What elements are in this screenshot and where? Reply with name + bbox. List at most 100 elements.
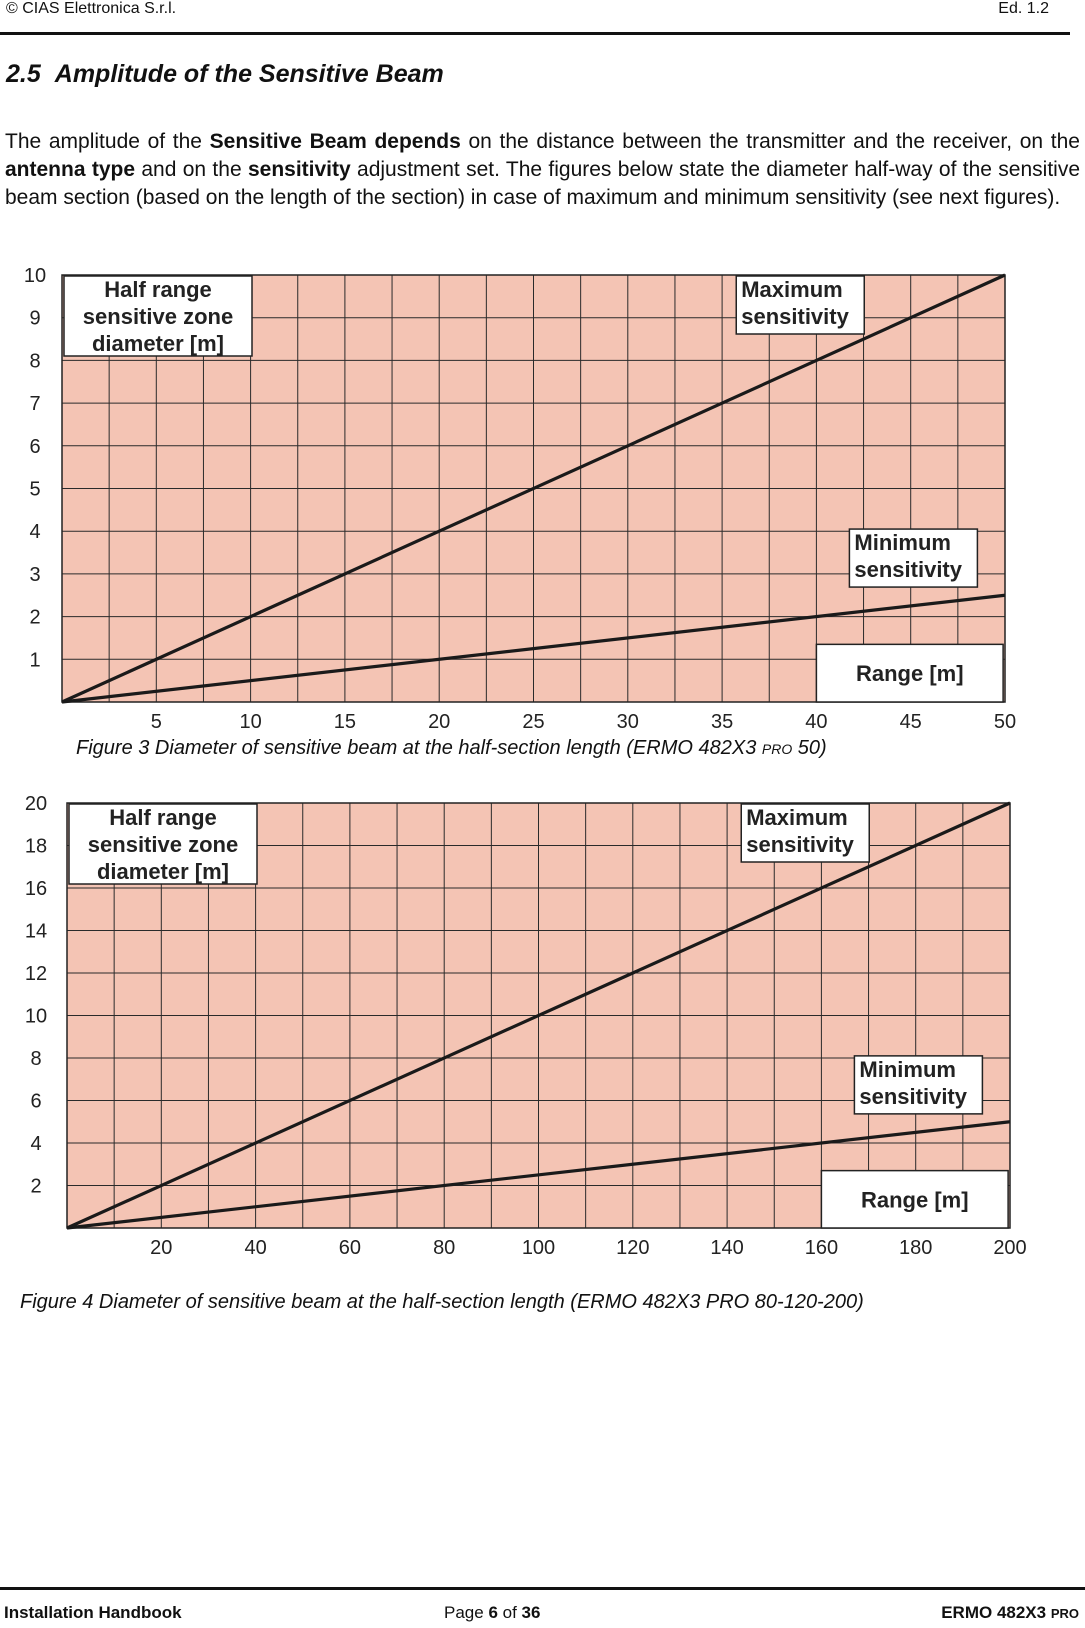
legend-minimum-box xyxy=(853,1055,984,1115)
paragraph-run: The amplitude of the xyxy=(5,130,210,153)
y-tick-label: 5 xyxy=(29,479,40,501)
section-number: 2.5 xyxy=(6,60,41,88)
intro-paragraph: The amplitude of the Sensitive Beam depe… xyxy=(5,128,1080,212)
y-axis-title-line: Half range xyxy=(104,277,212,302)
legend-maximum-line: Maximum xyxy=(741,277,842,302)
x-tick-label: 100 xyxy=(522,1237,555,1259)
figure-4-caption: Figure 4 Diameter of sensitive beam at t… xyxy=(20,1291,864,1313)
footer-page-mid: of xyxy=(497,1603,522,1622)
legend-maximum-line: sensitivity xyxy=(746,832,854,857)
x-tick-label: 60 xyxy=(339,1237,361,1259)
y-tick-label: 10 xyxy=(24,265,46,287)
series-line-minimum xyxy=(66,1120,1011,1230)
y-axis-title-line: sensitive zone xyxy=(88,832,238,857)
x-axis-title-box xyxy=(815,643,1004,703)
legend-minimum-line: Minimum xyxy=(854,530,951,555)
legend-maximum-line: sensitivity xyxy=(741,304,849,329)
x-tick-label: 200 xyxy=(993,1237,1026,1259)
header-rule xyxy=(0,32,1070,35)
y-tick-label: 20 xyxy=(25,793,47,815)
y-tick-label: 16 xyxy=(25,878,47,900)
figure-3-caption: Figure 3 Diameter of sensitive beam at t… xyxy=(76,737,827,760)
x-tick-label: 35 xyxy=(711,711,733,733)
y-axis-title-line: diameter [m] xyxy=(97,859,229,884)
legend-minimum-box xyxy=(848,528,979,588)
footer-page-prefix: Page xyxy=(444,1603,489,1622)
y-tick-label: 1 xyxy=(29,649,40,671)
paragraph-run: on the distance between the transmitter … xyxy=(460,130,1080,153)
y-tick-label: 9 xyxy=(29,308,40,330)
x-tick-label: 140 xyxy=(710,1237,743,1259)
paragraph-run: adjustment set. The figures below state … xyxy=(5,158,1080,209)
x-axis-title: Range [m] xyxy=(856,661,964,686)
y-tick-label: 8 xyxy=(30,1048,41,1070)
x-tick-label: 80 xyxy=(433,1237,455,1259)
paragraph-bold-run: Sensitive Beam depends xyxy=(209,130,461,153)
x-tick-label: 50 xyxy=(994,711,1016,733)
y-tick-label: 8 xyxy=(29,350,40,372)
section-title-text: Amplitude of the Sensitive Beam xyxy=(54,60,444,88)
y-axis-title-line: sensitive zone xyxy=(83,304,233,329)
y-tick-label: 7 xyxy=(29,393,40,415)
legend-minimum-line: Minimum xyxy=(859,1057,956,1082)
y-tick-label: 10 xyxy=(25,1006,47,1028)
x-tick-label: 40 xyxy=(244,1237,266,1259)
footer-page-number: Page 6 of 36 xyxy=(444,1603,540,1623)
y-axis-title-line: diameter [m] xyxy=(92,331,224,356)
y-axis-title-line: Half range xyxy=(109,805,217,830)
x-tick-label: 20 xyxy=(428,711,450,733)
y-tick-label: 4 xyxy=(30,1133,41,1155)
x-tick-label: 25 xyxy=(522,711,544,733)
y-tick-label: 18 xyxy=(25,836,47,858)
legend-minimum-line: sensitivity xyxy=(854,557,962,582)
figure-3-caption-end: 50) xyxy=(792,737,827,759)
header-company: © CIAS Elettronica S.r.l. xyxy=(6,0,177,17)
x-tick-label: 180 xyxy=(899,1237,932,1259)
y-tick-label: 2 xyxy=(30,1176,41,1198)
x-tick-label: 5 xyxy=(151,711,162,733)
plot-frame xyxy=(66,802,1011,1229)
footer-rule xyxy=(0,1587,1085,1590)
legend-minimum-line: sensitivity xyxy=(859,1084,967,1109)
paragraph-bold-run: sensitivity xyxy=(247,158,351,181)
paragraph-bold-run: antenna type xyxy=(5,158,136,181)
series-line-minimum xyxy=(61,593,1006,704)
y-axis-title-box xyxy=(63,275,253,357)
chart-figure-4: 2 4 6 8 10 12 14 16 18 20 20 40 60 80 100 120 140 160 180 2… xyxy=(25,793,1027,1259)
footer-pages: 36 xyxy=(521,1603,541,1622)
y-tick-label: 12 xyxy=(25,963,47,985)
footer-page: 6 xyxy=(488,1603,498,1622)
footer-handbook: Installation Handbook xyxy=(4,1603,182,1622)
x-axis-title-box xyxy=(820,1169,1009,1229)
x-tick-label: 120 xyxy=(616,1237,649,1259)
footer-product-name: ERMO 482X3 xyxy=(941,1603,1051,1622)
y-tick-label: 6 xyxy=(30,1091,41,1113)
x-axis-title: Range [m] xyxy=(861,1187,969,1212)
y-tick-label: 2 xyxy=(29,607,40,629)
plot-frame xyxy=(61,274,1006,703)
x-tick-label: 160 xyxy=(805,1237,838,1259)
x-tick-label: 20 xyxy=(150,1237,172,1259)
header-edition: Ed. 1.2 xyxy=(998,0,1049,17)
y-tick-label: 3 xyxy=(29,564,40,586)
footer-product: ERMO 482X3 PRO xyxy=(941,1603,1079,1623)
y-tick-label: 4 xyxy=(29,521,40,543)
y-tick-label: 6 xyxy=(29,436,40,458)
figure-3-caption-small: PRO xyxy=(761,741,793,757)
x-tick-label: 30 xyxy=(617,711,639,733)
legend-maximum-box xyxy=(740,803,870,863)
x-tick-label: 10 xyxy=(239,711,261,733)
series-line-maximum xyxy=(61,273,1006,704)
section-title: 2.5 Amplitude of the Sensitive Beam xyxy=(6,60,444,89)
series-line-maximum xyxy=(66,801,1011,1230)
y-axis-title-box xyxy=(68,803,258,885)
x-tick-label: 40 xyxy=(805,711,827,733)
legend-maximum-box xyxy=(735,275,865,335)
x-tick-label: 15 xyxy=(334,711,356,733)
legend-maximum-line: Maximum xyxy=(746,805,847,830)
x-tick-label: 45 xyxy=(900,711,922,733)
paragraph-run: and on the xyxy=(135,158,248,181)
y-tick-label: 14 xyxy=(25,921,47,943)
footer-product-suffix: PRO xyxy=(1050,1606,1079,1621)
